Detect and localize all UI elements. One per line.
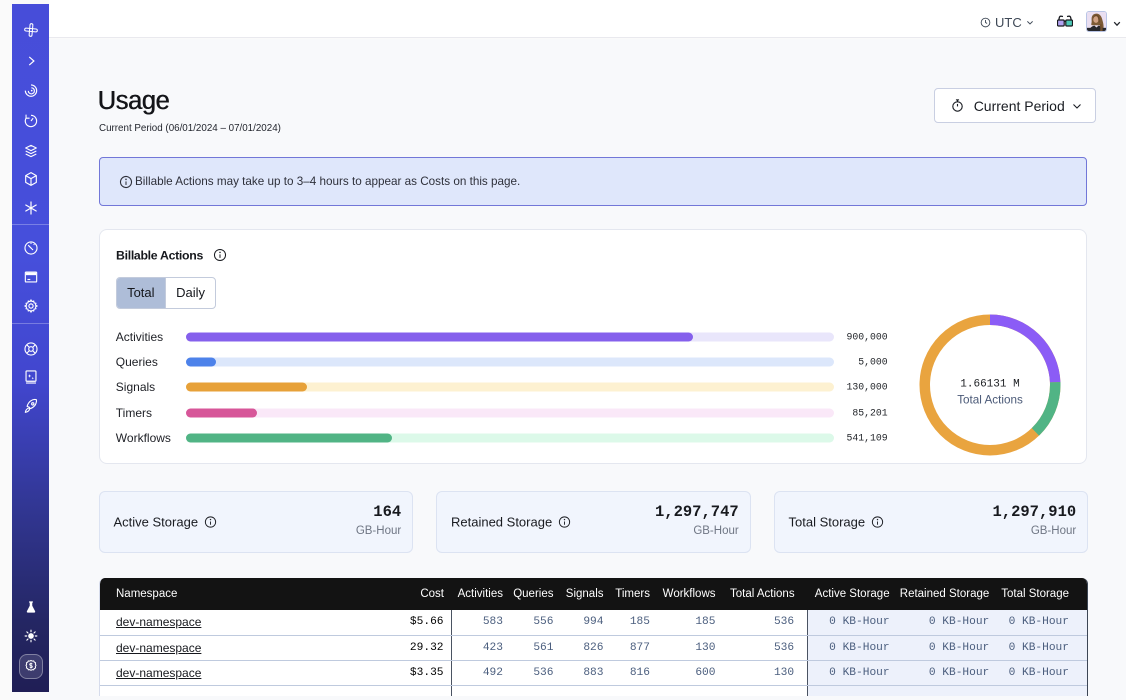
svg-text:Total Actions: Total Actions (957, 394, 1023, 407)
svg-text:1.66131 M: 1.66131 M (960, 379, 1019, 391)
